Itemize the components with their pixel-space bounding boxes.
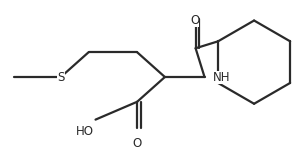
Text: NH: NH bbox=[212, 71, 230, 84]
Text: O: O bbox=[132, 137, 142, 151]
Text: O: O bbox=[190, 14, 199, 27]
Text: S: S bbox=[57, 71, 65, 84]
Text: HO: HO bbox=[76, 125, 94, 138]
